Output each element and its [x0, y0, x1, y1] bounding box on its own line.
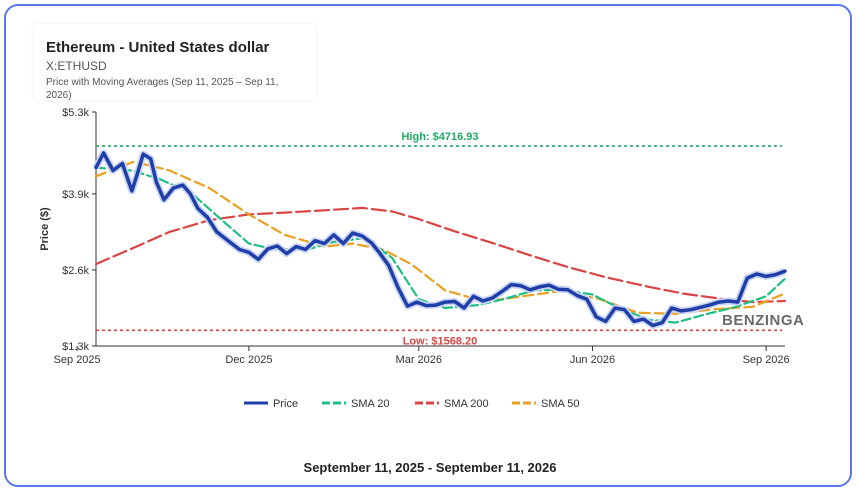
series-lines: [92, 149, 787, 329]
sma50-line: [94, 160, 787, 315]
reference-lines: High: $4716.93 Low: $1568.20: [96, 131, 782, 347]
x-tick-label: Mar 2026: [396, 354, 442, 366]
chart-description: Price with Moving Averages (Sep 11, 2025…: [46, 77, 279, 101]
x-tick-label: Dec 2025: [225, 354, 272, 366]
x-tick-label: Sep 2025: [54, 354, 101, 366]
legend-label-sma20: SMA 20: [351, 398, 390, 410]
legend-label-sma50: SMA 50: [541, 398, 580, 410]
date-range-footer: September 11, 2025 - September 11, 2026: [303, 460, 557, 475]
y-tick-label: $5.3k: [62, 107, 89, 119]
low-reference-label: Low: $1568.20: [403, 335, 478, 347]
y-tick-label: $1.3k: [62, 341, 89, 353]
y-tick-label: $2.6k: [62, 265, 89, 277]
x-tick-label: Jun 2026: [570, 354, 615, 366]
legend-label-price: Price: [273, 398, 298, 410]
ticker-symbol: X:ETHUSD: [46, 59, 107, 73]
sma200-line: [94, 206, 787, 304]
price-line: [94, 151, 787, 328]
benzinga-watermark: BENZINGA: [722, 312, 805, 329]
title-card: Ethereum - United States dollar X:ETHUSD…: [34, 24, 316, 101]
price-line-glow: [92, 149, 787, 329]
y-tick-label: $3.9k: [62, 189, 89, 201]
y-axis-title: Price ($): [39, 207, 51, 251]
high-reference-label: High: $4716.93: [401, 131, 478, 143]
sma20-line: [94, 166, 787, 324]
legend: Price SMA 20 SMA 200 SMA 50: [244, 398, 580, 410]
legend-label-sma200: SMA 200: [444, 398, 489, 410]
x-tick-label: Sep 2026: [743, 354, 790, 366]
chart-title: Ethereum - United States dollar: [46, 39, 270, 56]
